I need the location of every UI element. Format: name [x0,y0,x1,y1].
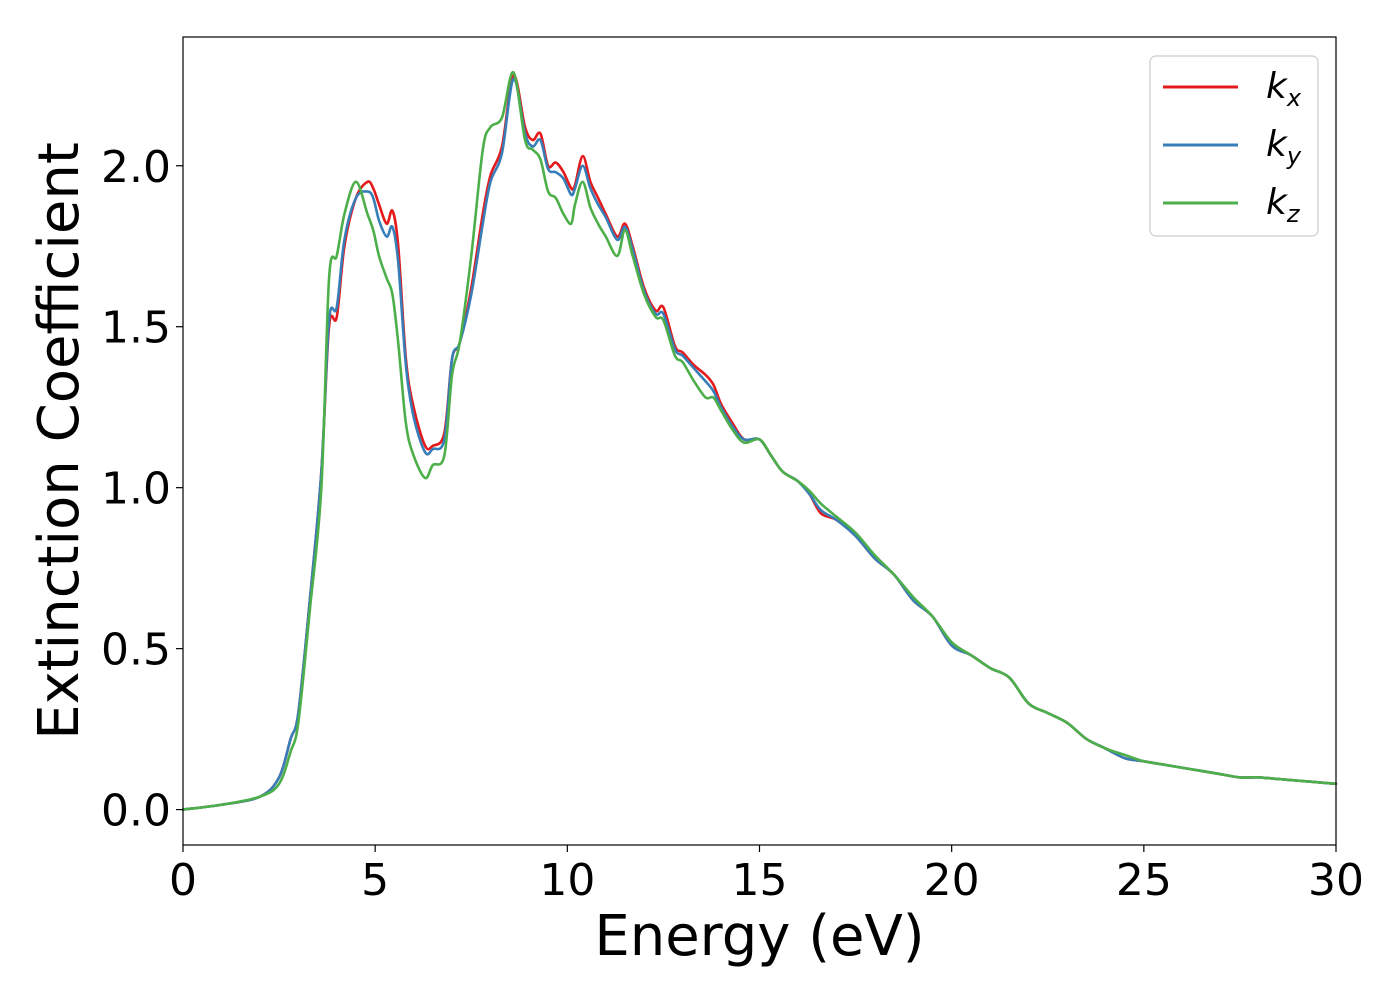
x-tick-label: 0 [169,855,197,906]
legend-label-ky: ky [1266,124,1302,170]
x-tick-label: 20 [924,855,980,906]
y-tick-label: 2.0 [101,142,171,193]
series-layer [181,71,1338,811]
legend-label-kx: kx [1266,66,1302,112]
x-tick-label: 15 [732,855,788,906]
legend-items: kx ky kz [1163,66,1302,228]
x-tick-label: 5 [361,855,389,906]
series-line-kz [181,71,1338,811]
x-axis-label: Energy (eV) [594,904,924,969]
y-tick-label: 0.0 [101,786,171,837]
x-tick-label: 25 [1116,855,1172,906]
x-tick-label: 30 [1308,855,1364,906]
legend-label-kz: kz [1266,182,1301,228]
x-tick-label: 10 [539,855,595,906]
x-axis-ticks: 0 5 10 15 20 25 30 [169,845,1364,906]
y-axis-label: Extinction Coefficient [27,142,92,740]
y-tick-label: 1.0 [101,464,171,515]
y-tick-label: 1.5 [101,303,171,354]
legend: kx ky kz [1149,55,1319,237]
y-axis-ticks: 0.0 0.5 1.0 1.5 2.0 [101,142,183,837]
y-tick-label: 0.5 [101,625,171,676]
